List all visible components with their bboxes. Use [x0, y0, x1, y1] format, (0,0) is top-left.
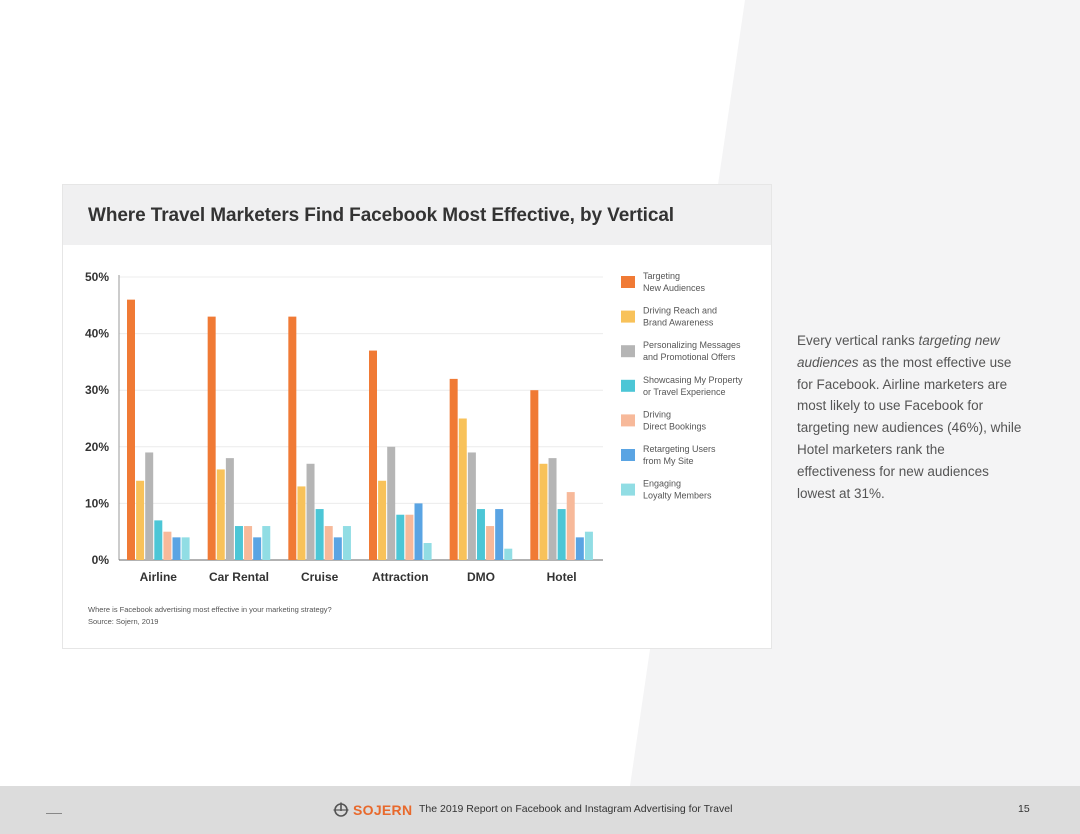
- legend-label: and Promotional Offers: [643, 352, 736, 362]
- bar-airline-s3: [145, 452, 154, 560]
- legend-label: Retargeting Users: [643, 444, 716, 454]
- legend-swatch: [621, 483, 635, 496]
- bar-dmo-s5: [486, 526, 495, 560]
- brand-logo: SOJERN: [333, 801, 412, 819]
- bar-attraction-s7: [423, 543, 432, 560]
- bar-hotel-s3: [548, 458, 557, 560]
- bar-car-rental-s3: [225, 458, 234, 560]
- bar-attraction-s1: [369, 350, 377, 560]
- bar-dmo-s4: [476, 509, 485, 560]
- bar-attraction-s3: [387, 446, 396, 560]
- bar-attraction-s6: [414, 503, 423, 560]
- x-tick-label: Hotel: [547, 570, 577, 584]
- description-segment: as the most effective use for Facebook. …: [797, 354, 1022, 501]
- brand-name: SOJERN: [353, 802, 413, 818]
- x-tick-label: Attraction: [372, 570, 429, 584]
- y-tick-label: 10%: [85, 496, 109, 510]
- legend-swatch: [621, 449, 635, 461]
- bar-hotel-s6: [575, 537, 584, 560]
- legend-label: Personalizing Messages: [643, 340, 741, 350]
- y-tick-label: 30%: [85, 383, 109, 397]
- page-number: 15: [1018, 803, 1030, 815]
- bar-attraction-s2: [378, 480, 387, 560]
- legend-label: Showcasing My Property: [643, 375, 743, 385]
- bar-hotel-s4: [557, 509, 566, 560]
- bar-dmo-s6: [495, 509, 504, 560]
- bar-airline-s4: [154, 520, 163, 560]
- bar-cruise-s4: [315, 509, 324, 560]
- bar-attraction-s4: [396, 514, 405, 560]
- x-tick-label: DMO: [467, 570, 495, 584]
- bar-airline-s2: [136, 480, 145, 560]
- bar-dmo-s7: [504, 548, 513, 560]
- bar-dmo-s2: [458, 418, 467, 560]
- legend-swatch: [621, 310, 635, 323]
- bar-hotel-s7: [584, 531, 593, 560]
- description-segment: Every vertical ranks: [797, 333, 919, 348]
- bar-airline-s5: [163, 531, 172, 560]
- bar-chart: 0% 10% 20% 30% 40% 50% Airline Car Rental Cruise…: [85, 270, 743, 584]
- y-tick-label: 20%: [85, 440, 109, 454]
- x-tick-label: Cruise: [301, 570, 339, 584]
- bar-car-rental-s1: [207, 316, 216, 560]
- bar-cruise-s6: [333, 537, 342, 560]
- report-title: The 2019 Report on Facebook and Instagra…: [419, 803, 733, 815]
- chart-source: Source: Sojern, 2019: [88, 617, 159, 626]
- bar-hotel-s2: [539, 463, 548, 560]
- legend-label: Brand Awareness: [643, 318, 714, 328]
- bar-car-rental-s4: [234, 526, 243, 560]
- legend-label: or Travel Experience: [643, 387, 726, 397]
- bar-car-rental-s7: [262, 526, 271, 560]
- legend-label: Targeting: [643, 271, 680, 281]
- bar-hotel-s1: [530, 390, 539, 560]
- bar-cruise-s1: [288, 316, 297, 560]
- bar-airline-s7: [181, 537, 190, 560]
- y-tick-label: 50%: [85, 270, 109, 284]
- description-text: Every vertical ranks targeting new audie…: [797, 330, 1022, 504]
- bar-car-rental-s2: [216, 469, 225, 560]
- legend-label: from My Site: [643, 456, 694, 466]
- legend-swatch: [621, 379, 635, 392]
- footer-bar: SOJERN The 2019 Report on Facebook and I…: [0, 786, 1080, 834]
- legend-swatch: [621, 345, 635, 358]
- legend-label: New Audiences: [643, 283, 706, 293]
- chart-title: Where Travel Marketers Find Facebook Mos…: [88, 205, 674, 226]
- x-tick-label: Airline: [140, 570, 178, 584]
- legend-label: Engaging: [643, 479, 681, 489]
- bar-airline-s1: [127, 299, 135, 560]
- legend-label: Loyalty Members: [643, 491, 712, 501]
- bar-hotel-s5: [566, 492, 575, 560]
- bar-car-rental-s5: [244, 526, 253, 560]
- bar-car-rental-s6: [253, 537, 262, 560]
- legend-swatch: [621, 276, 635, 288]
- y-tick-label: 40%: [85, 327, 109, 341]
- legend-label: Driving: [643, 409, 671, 419]
- chart-card: Where Travel Marketers Find Facebook Mos…: [62, 184, 772, 649]
- x-tick-label: Car Rental: [209, 570, 269, 584]
- legend-label: Direct Bookings: [643, 421, 707, 431]
- bar-cruise-s5: [324, 526, 333, 560]
- chart-question: Where is Facebook advertising most effec…: [88, 605, 332, 614]
- bar-dmo-s1: [449, 378, 458, 560]
- bar-cruise-s7: [342, 526, 351, 560]
- bar-airline-s6: [172, 537, 181, 560]
- legend-swatch: [621, 414, 635, 427]
- y-tick-label: 0%: [92, 553, 110, 567]
- bar-dmo-s3: [467, 452, 476, 560]
- footer-divider: [46, 813, 62, 814]
- bar-attraction-s5: [405, 514, 414, 560]
- description-emphasis: targeting new audiences: [797, 333, 1000, 370]
- legend-label: Driving Reach and: [643, 306, 717, 316]
- bar-cruise-s2: [297, 486, 306, 560]
- chart-header: Where Travel Marketers Find Facebook Mos…: [63, 185, 771, 245]
- sojern-logo-icon: [333, 802, 349, 817]
- bar-cruise-s3: [306, 463, 315, 560]
